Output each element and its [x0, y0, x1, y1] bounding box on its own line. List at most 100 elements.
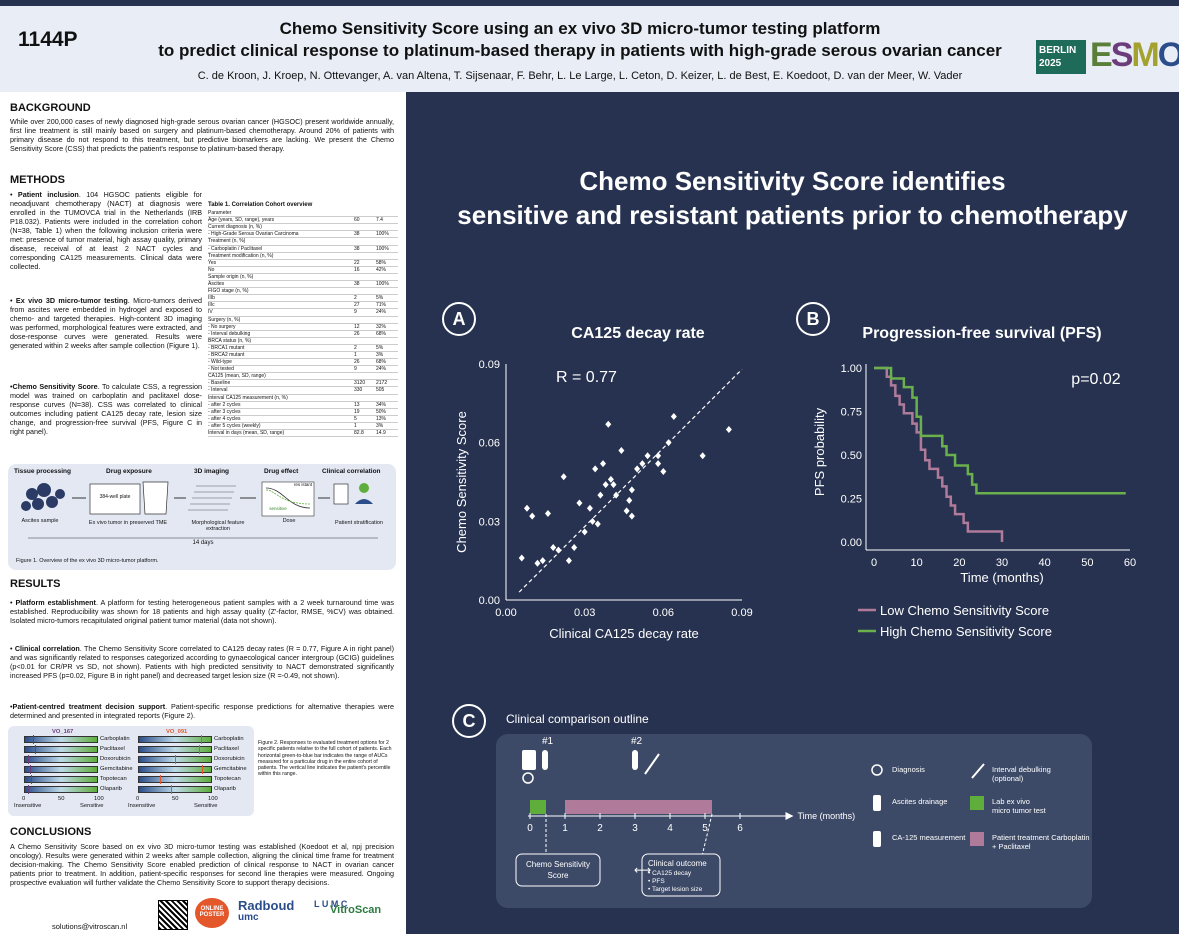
data-point — [565, 557, 572, 565]
data-point — [655, 452, 662, 460]
contact-email[interactable]: solutions@vitroscan.nl — [52, 922, 128, 931]
methods-bullet-2: • Ex vivo 3D micro-tumor testing. Micro-… — [10, 296, 202, 350]
x-tick-label: 30 — [996, 557, 1008, 569]
lumc-logo: L U M C — [314, 899, 348, 909]
insensitive-label: Insensitive — [14, 803, 42, 809]
drug-label: Carboplatin — [100, 736, 130, 742]
table-row: Sample origin (n, %) — [208, 274, 398, 282]
data-point — [597, 491, 604, 499]
step-imaging: 3D imaging — [194, 468, 230, 475]
x-tick-label: 0.09 — [731, 607, 752, 619]
conclusions-text: A Chemo Sensitivity Score based on ex vi… — [10, 842, 394, 887]
drug-label: Carboplatin — [214, 736, 244, 742]
table-row: - after 4 cycles 5 13% — [208, 416, 398, 423]
treatment-bar — [565, 800, 712, 814]
y-tick-label: 0.25 — [841, 494, 862, 506]
percentile-marker — [35, 745, 37, 754]
table-row: - High-Grade Serous Ovarian Carcinoma 38 1… — [208, 231, 398, 239]
x-axis-label: Clinical CA125 decay rate — [549, 626, 699, 641]
qr-code[interactable] — [158, 900, 188, 930]
step-tissue: Tissue processing — [14, 468, 71, 475]
outcome-item: • Target lesion size — [648, 886, 703, 893]
drug-label: Olaparib — [214, 786, 236, 792]
table-title: Table 1. Correlation Cohort overview — [208, 202, 313, 208]
online-poster-badge[interactable]: ONLINE POSTER — [195, 898, 229, 928]
drug-bar — [24, 746, 98, 753]
css-box-label-1: Chemo Sensitivity — [526, 860, 590, 869]
legend-text: + Paclitaxel — [992, 842, 1031, 851]
report-icon — [333, 483, 349, 505]
percentile-marker — [175, 755, 176, 764]
data-point — [618, 447, 625, 455]
data-point — [644, 452, 651, 460]
legend-text: Lab ex vivo — [992, 797, 1030, 806]
drug-label: Topotecan — [100, 776, 127, 782]
data-point — [589, 517, 596, 525]
table-row: - Baseline 3120 2172 — [208, 380, 398, 388]
headline: Chemo Sensitivity Score identifies sensi… — [406, 164, 1179, 232]
percentile-marker — [32, 735, 34, 744]
sensitive-label: Sensitive — [80, 803, 104, 809]
x-tick-label: 10 — [911, 557, 923, 569]
data-point — [610, 481, 617, 489]
data-point — [529, 512, 536, 520]
drug-label: Doxorubicin — [214, 756, 245, 762]
lab-test-bar — [530, 800, 546, 814]
step-correlation: Clinical correlation — [322, 468, 381, 475]
legend-label: Low Chemo Sensitivity Score — [880, 603, 1049, 618]
x-tick-label: 40 — [1039, 557, 1051, 569]
percentile-marker — [201, 765, 203, 774]
figure-2-caption: Figure 2. Responses to evaluated treatme… — [258, 740, 392, 778]
table-row: Treatment modification (n, %) — [208, 253, 398, 260]
data-point — [586, 504, 593, 512]
axis-tick-label: 1 — [562, 823, 568, 834]
drug-bar — [138, 776, 212, 783]
table-1: Table 1. Correlation Cohort overview Par… — [208, 202, 398, 438]
table-row: Treatment (n, %) — [208, 238, 398, 246]
y-tick-label: 0.50 — [841, 450, 862, 462]
marker-1: #1 — [542, 736, 554, 747]
patient-1-id: VO_167 — [52, 729, 74, 735]
axis-tick: 0 — [136, 796, 140, 802]
y-tick-label: 0.00 — [479, 595, 500, 607]
step-drug: Drug exposure — [106, 468, 152, 475]
data-point — [725, 426, 732, 434]
badge-year: 2025 — [1039, 58, 1062, 69]
data-point — [544, 509, 551, 517]
table-row: IIIc 27 71% — [208, 302, 398, 310]
table-row: Age (years, SD, range), years 60 7.4 — [208, 217, 398, 225]
clinical-outline-title: Clinical comparison outline — [506, 712, 649, 726]
magnifier-icon — [522, 772, 534, 784]
axis-tick-label: 2 — [597, 823, 603, 834]
data-point — [594, 520, 601, 528]
y-tick-label: 0.03 — [479, 516, 500, 528]
table-row: Interval CA125 measurement (n, %) — [208, 395, 398, 402]
radboud-logo: Radboud umc — [238, 898, 295, 923]
clinical-outline-box: 0 1 2 3 4 5 6 Time (months) #1 #2 Chemo Sensitivit… — [496, 734, 1092, 908]
percentile-marker — [28, 785, 30, 794]
data-point — [523, 504, 530, 512]
y-axis-label: PFS probability — [812, 407, 827, 496]
data-point — [555, 546, 562, 554]
table-row: FIGO stage (n, %) — [208, 288, 398, 296]
table-row: - after 5 cycles (weekly) 1 3% — [208, 423, 398, 430]
correlation-annotation: R = 0.77 — [556, 369, 617, 386]
table-row: Parameter — [208, 210, 398, 218]
badge-city: BERLIN — [1039, 45, 1077, 56]
data-point — [628, 486, 635, 494]
congress-badge: BERLIN 2025 — [1036, 40, 1086, 74]
plate-label: 384-well plate — [99, 494, 131, 500]
results-bullet-2: • Clinical correlation. The Chemo Sensit… — [10, 644, 394, 680]
background-heading: BACKGROUND — [10, 102, 91, 114]
axis-tick-label: 5 — [702, 823, 708, 834]
data-point — [626, 496, 633, 504]
scalpel-icon — [644, 753, 660, 775]
drug-bar — [24, 736, 98, 743]
x-tick-label: 60 — [1124, 557, 1136, 569]
left-column: BACKGROUND While over 200,000 cases of n… — [0, 92, 406, 934]
bidirectional-arrow: ⟷ — [634, 863, 651, 877]
y-tick-label: 0.06 — [479, 438, 500, 450]
x-tick-label: 0 — [871, 557, 877, 569]
title-line-1: Chemo Sensitivity Score using an ex vivo… — [279, 19, 881, 38]
x-tick-label: 50 — [1081, 557, 1093, 569]
